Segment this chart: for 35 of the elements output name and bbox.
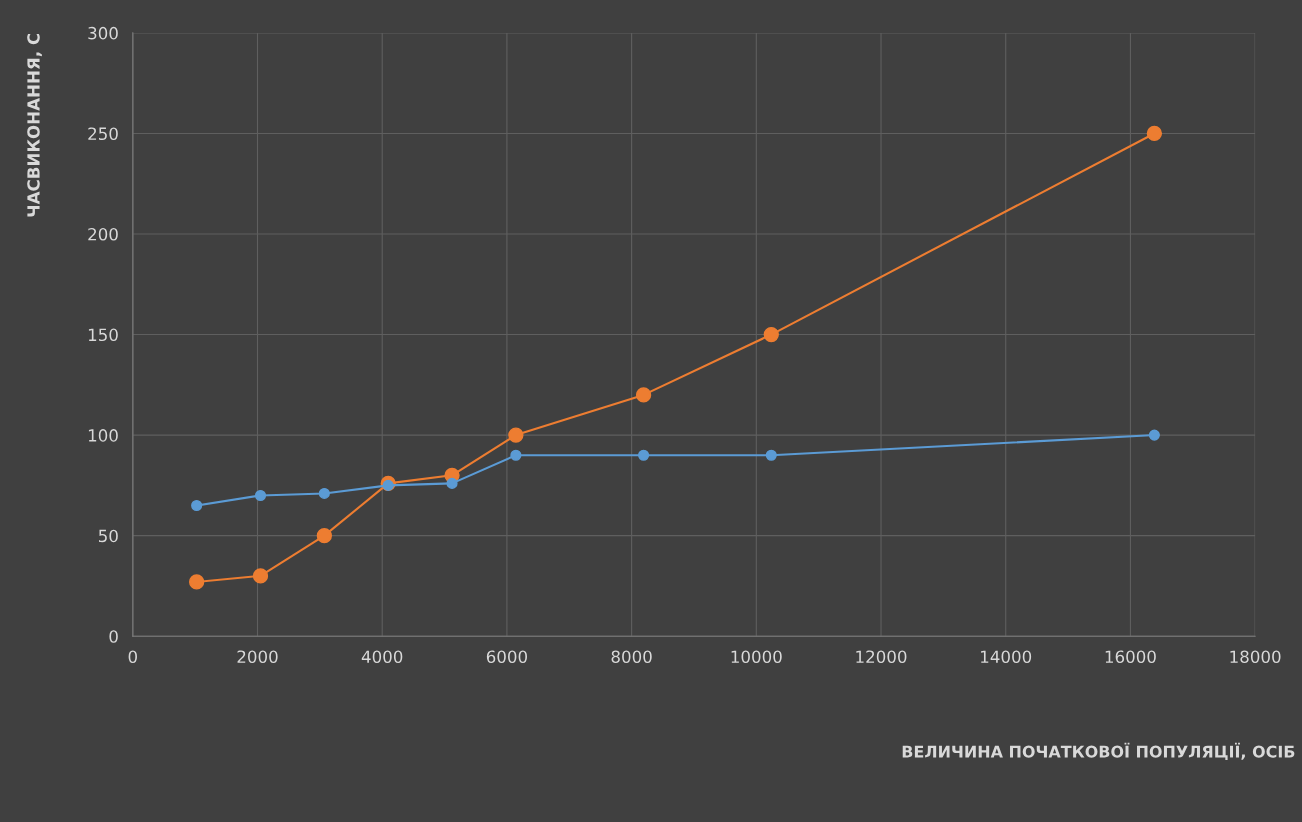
point: [765, 449, 777, 461]
x-tick-label: 0: [128, 650, 137, 664]
point: [510, 449, 522, 461]
point: [189, 574, 205, 590]
x-tick-label: 18000: [1230, 650, 1281, 664]
y-axis-title: ЧАСВИКОНАННЯ, С: [27, 33, 42, 217]
y-tick-label: 150: [88, 328, 118, 342]
point: [508, 427, 524, 443]
y-tick-label: 50: [98, 529, 118, 543]
point: [318, 487, 330, 499]
x-axis-title: ВЕЛИЧИНА ПОЧАТКОВОЇ ПОПУЛЯЦІЇ, ОСІБ: [902, 742, 1295, 760]
point: [446, 477, 458, 489]
x-tick-label: 6000: [486, 650, 528, 664]
point: [252, 568, 269, 584]
point: [763, 326, 779, 343]
x-tick-label: 8000: [611, 650, 652, 664]
point: [191, 499, 203, 512]
point: [1148, 429, 1160, 441]
point: [638, 449, 650, 461]
x-tick-label: 4000: [361, 650, 403, 664]
x-tick-label: 14000: [981, 650, 1032, 664]
x-tick-label: 12000: [856, 650, 907, 664]
point: [1146, 125, 1163, 142]
x-tick-label: 10000: [731, 650, 782, 664]
y-tick-label: 300: [88, 26, 118, 40]
y-tick-label: 0: [109, 630, 118, 643]
point: [316, 528, 332, 544]
y-tick-label: 100: [88, 429, 118, 442]
x-tick-label: 2000: [237, 650, 278, 664]
y-tick-label: 250: [88, 127, 118, 141]
y-tick-label: 200: [88, 227, 118, 241]
point: [254, 489, 267, 502]
point: [382, 479, 394, 491]
x-tick-label: 16000: [1105, 650, 1156, 664]
point: [635, 387, 652, 403]
